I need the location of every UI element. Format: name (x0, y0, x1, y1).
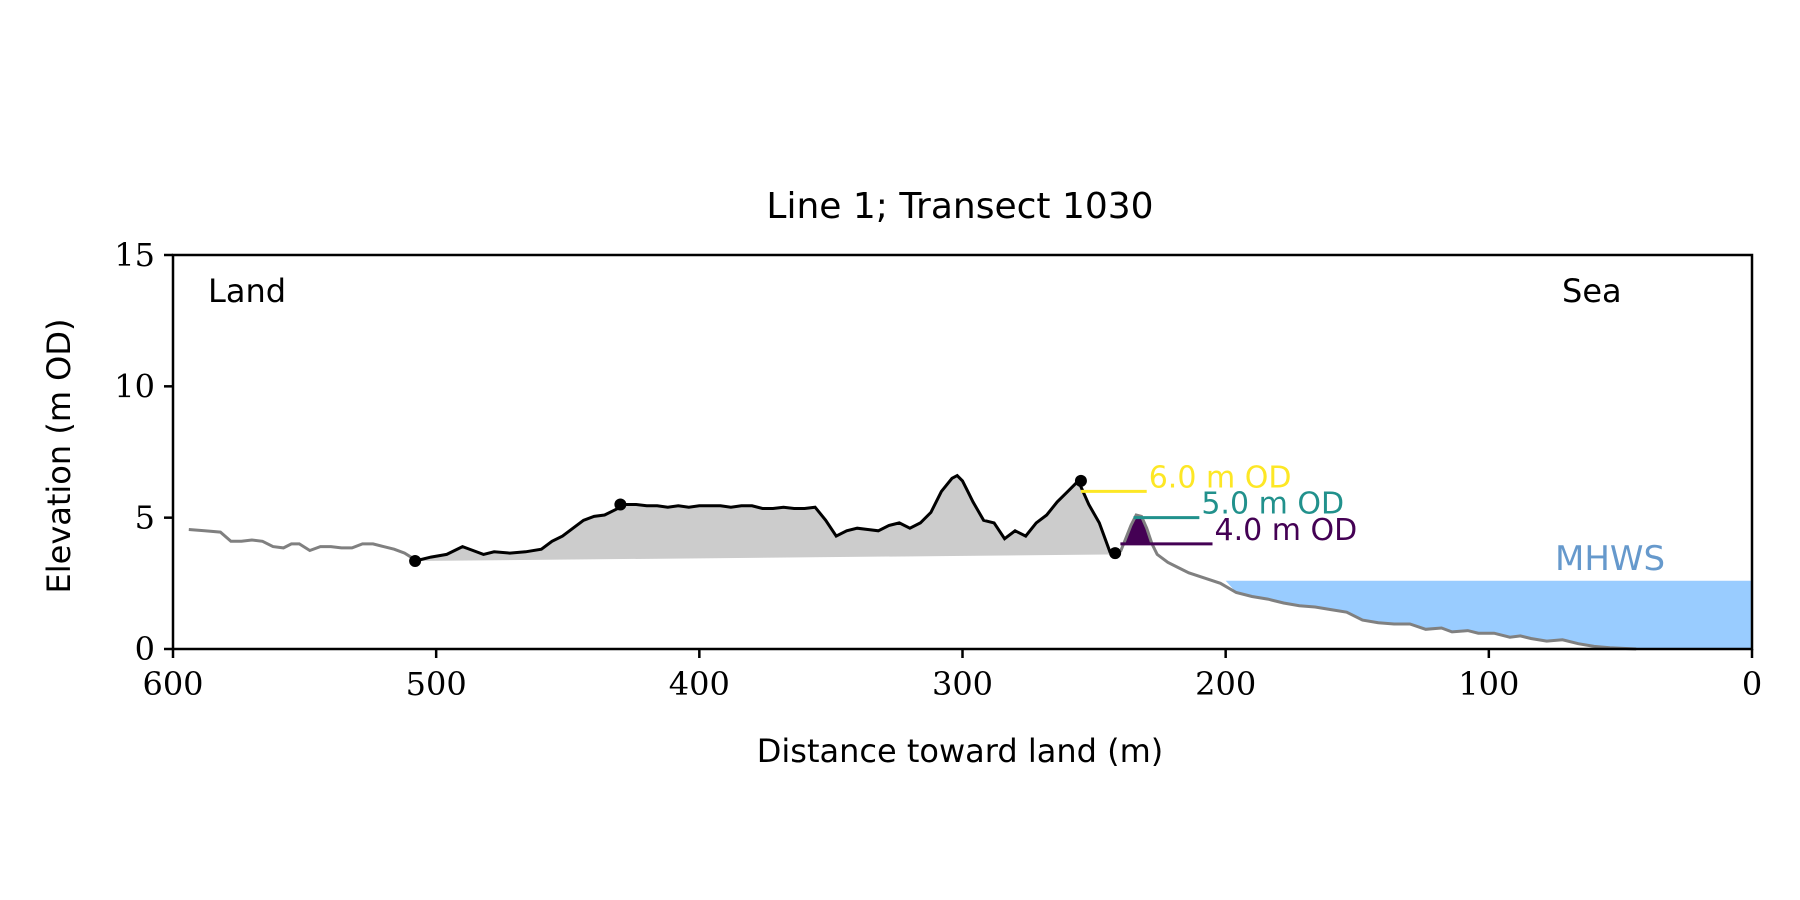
x-tick-label-0: 600 (142, 665, 203, 703)
foredune-area (1125, 515, 1152, 544)
y-axis-label: Elevation (m OD) (40, 319, 78, 594)
x-tick-label-3: 300 (932, 665, 993, 703)
axes-layer (164, 253, 1754, 658)
x-axis-label: Distance toward land (m) (757, 732, 1163, 770)
dune-profile-line (414, 473, 1121, 563)
marker-point-3 (1109, 547, 1122, 560)
marker-point-0 (409, 555, 422, 568)
mhws-area (1225, 580, 1752, 649)
marker-point-2 (1074, 474, 1087, 487)
x-tick-label-1: 500 (406, 665, 467, 703)
marker-point-1 (614, 498, 627, 511)
seaward-profile-line (1119, 513, 1637, 651)
x-tick-label-2: 400 (669, 665, 730, 703)
dune-area (415, 475, 1121, 561)
x-tick-label-6: 0 (1742, 665, 1762, 703)
sea-label: Sea (1562, 272, 1622, 310)
line-layer (188, 473, 1637, 651)
y-tick-label-3: 15 (114, 236, 155, 274)
level-label-2: 4.0 m OD (1215, 513, 1358, 548)
chart-title: Line 1; Transect 1030 (766, 186, 1153, 227)
mhws-label: MHWS (1555, 539, 1665, 579)
land-label: Land (208, 272, 286, 310)
y-tick-label-2: 10 (114, 367, 155, 405)
level-label-1: 5.0 m OD (1201, 487, 1344, 522)
level-label-0: 6.0 m OD (1149, 460, 1292, 495)
x-tick-label-4: 200 (1195, 665, 1256, 703)
landward-profile-line (188, 528, 416, 561)
fill-layer (415, 475, 1752, 649)
x-tick-label-5: 100 (1458, 665, 1519, 703)
y-tick-label-0: 0 (135, 630, 155, 668)
y-tick-label-1: 5 (135, 499, 155, 537)
marker-layer (409, 474, 1122, 568)
